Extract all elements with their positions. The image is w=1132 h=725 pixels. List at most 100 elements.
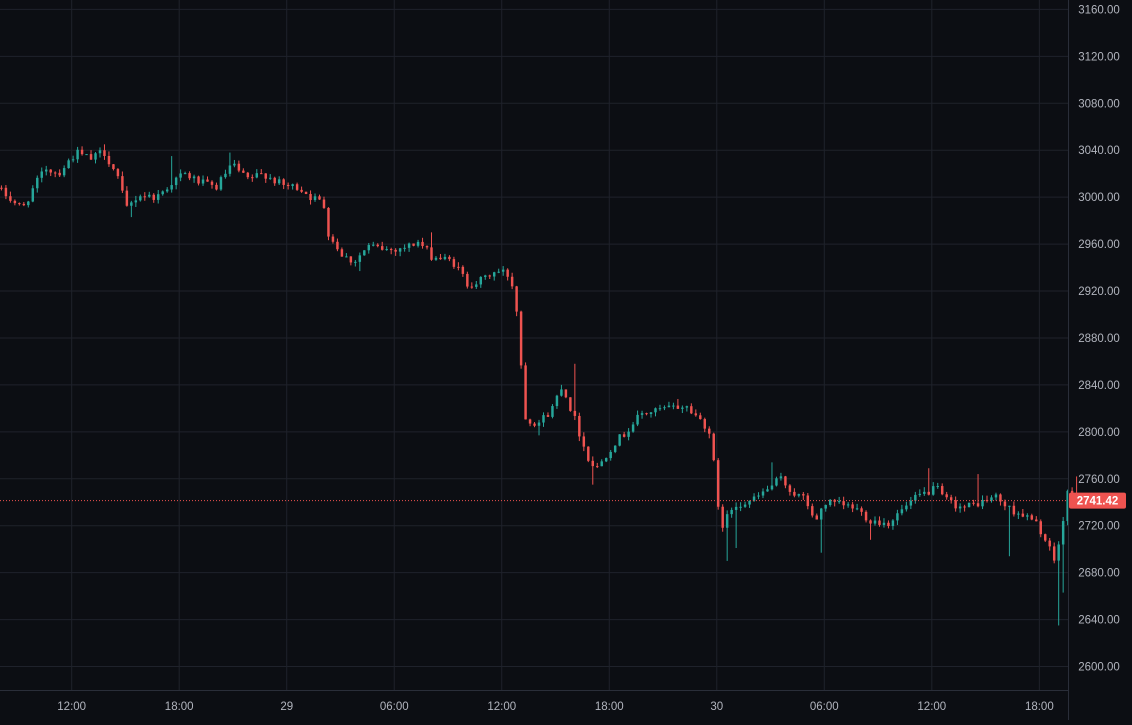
candle[interactable] bbox=[363, 250, 366, 256]
candle[interactable] bbox=[743, 501, 747, 508]
candle[interactable] bbox=[613, 445, 617, 454]
candle[interactable] bbox=[609, 450, 612, 461]
candle[interactable] bbox=[367, 242, 371, 254]
candle[interactable] bbox=[837, 496, 841, 504]
candle[interactable] bbox=[667, 401, 671, 408]
candle[interactable] bbox=[994, 492, 998, 501]
candle[interactable] bbox=[242, 168, 245, 174]
candle[interactable] bbox=[125, 186, 129, 207]
candle[interactable] bbox=[860, 506, 863, 516]
candle[interactable] bbox=[475, 280, 478, 289]
candle[interactable] bbox=[784, 475, 787, 489]
candle[interactable] bbox=[564, 389, 568, 399]
candle[interactable] bbox=[636, 410, 639, 427]
candle[interactable] bbox=[560, 384, 563, 397]
candle[interactable] bbox=[380, 241, 384, 251]
candle[interactable] bbox=[1008, 505, 1011, 557]
candle[interactable] bbox=[578, 412, 581, 442]
candle[interactable] bbox=[1030, 513, 1034, 521]
candle[interactable] bbox=[448, 255, 451, 262]
candle[interactable] bbox=[103, 144, 106, 160]
candle[interactable] bbox=[721, 504, 724, 532]
candle[interactable] bbox=[752, 493, 756, 502]
candle[interactable] bbox=[1057, 541, 1060, 626]
candle[interactable] bbox=[206, 176, 209, 182]
candles[interactable] bbox=[0, 144, 1078, 626]
candle[interactable] bbox=[309, 190, 312, 205]
candle[interactable] bbox=[376, 243, 379, 248]
candle[interactable] bbox=[170, 156, 173, 193]
candle[interactable] bbox=[286, 182, 290, 190]
candle[interactable] bbox=[699, 412, 702, 420]
candle[interactable] bbox=[461, 265, 465, 277]
candle[interactable] bbox=[197, 175, 200, 186]
candle[interactable] bbox=[851, 502, 854, 513]
candle[interactable] bbox=[900, 504, 904, 516]
candle[interactable] bbox=[820, 507, 823, 553]
candle[interactable] bbox=[663, 405, 666, 411]
candle[interactable] bbox=[9, 191, 12, 203]
candle[interactable] bbox=[690, 403, 693, 415]
candle[interactable] bbox=[1061, 516, 1065, 593]
candle[interactable] bbox=[224, 169, 227, 179]
candle[interactable] bbox=[434, 256, 438, 261]
candle[interactable] bbox=[681, 405, 684, 414]
candle[interactable] bbox=[0, 185, 3, 191]
candle[interactable] bbox=[631, 421, 635, 433]
candle[interactable] bbox=[725, 510, 729, 561]
candle[interactable] bbox=[255, 169, 259, 179]
candle[interactable] bbox=[466, 271, 469, 289]
candle[interactable] bbox=[528, 418, 532, 427]
candle[interactable] bbox=[412, 243, 415, 247]
candle[interactable] bbox=[246, 171, 250, 180]
candle[interactable] bbox=[506, 268, 509, 281]
candle[interactable] bbox=[999, 493, 1002, 506]
candle[interactable] bbox=[492, 271, 496, 281]
price-axis[interactable]: 2600.00 2640.00 2680.00 2720.00 2760.00 2800.… bbox=[1068, 0, 1127, 720]
candle[interactable] bbox=[824, 504, 827, 512]
candle[interactable] bbox=[210, 180, 214, 189]
candle[interactable] bbox=[640, 410, 644, 419]
candle[interactable] bbox=[264, 173, 267, 183]
candle[interactable] bbox=[1003, 499, 1007, 511]
candle[interactable] bbox=[537, 419, 541, 436]
candle[interactable] bbox=[600, 459, 603, 467]
candle[interactable] bbox=[215, 182, 218, 191]
candle[interactable] bbox=[300, 186, 303, 193]
candle[interactable] bbox=[201, 175, 205, 186]
candle[interactable] bbox=[40, 167, 43, 183]
candle[interactable] bbox=[430, 232, 433, 261]
candle[interactable] bbox=[757, 492, 760, 500]
candle[interactable] bbox=[542, 412, 545, 427]
candle[interactable] bbox=[76, 146, 79, 163]
candle[interactable] bbox=[1048, 537, 1051, 551]
candle[interactable] bbox=[421, 237, 424, 249]
candle[interactable] bbox=[954, 496, 957, 512]
candle[interactable] bbox=[385, 246, 388, 251]
candle[interactable] bbox=[766, 485, 769, 492]
candle[interactable] bbox=[183, 171, 187, 175]
candle[interactable] bbox=[107, 151, 111, 167]
candle[interactable] bbox=[654, 407, 657, 417]
candle[interactable] bbox=[130, 200, 133, 218]
candle[interactable] bbox=[1012, 501, 1016, 517]
candle[interactable] bbox=[1044, 533, 1047, 542]
candle[interactable] bbox=[972, 499, 975, 506]
candle[interactable] bbox=[645, 412, 648, 416]
candle[interactable] bbox=[591, 456, 595, 485]
candle[interactable] bbox=[165, 187, 169, 193]
candle[interactable] bbox=[887, 520, 890, 529]
candle[interactable] bbox=[318, 194, 321, 200]
candle[interactable] bbox=[734, 502, 738, 549]
candle[interactable] bbox=[13, 199, 17, 206]
candle[interactable] bbox=[53, 171, 57, 178]
candle[interactable] bbox=[873, 516, 877, 526]
candle[interactable] bbox=[179, 169, 182, 182]
candle[interactable] bbox=[336, 238, 339, 252]
candle[interactable] bbox=[237, 160, 241, 173]
candle[interactable] bbox=[161, 190, 164, 196]
candle[interactable] bbox=[936, 482, 939, 489]
candle[interactable] bbox=[510, 272, 514, 290]
candle[interactable] bbox=[1026, 513, 1029, 521]
candle[interactable] bbox=[22, 201, 26, 207]
